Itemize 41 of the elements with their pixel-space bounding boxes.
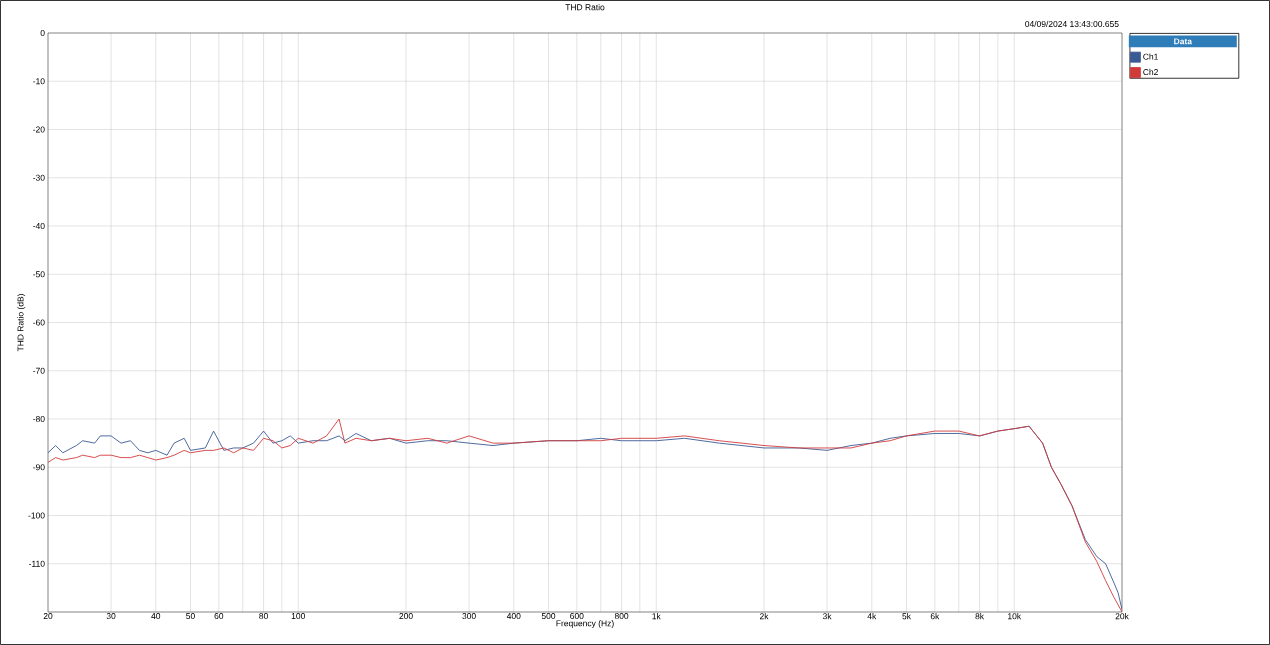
legend-label: Ch1 — [1143, 53, 1158, 60]
x-tick-label: 300 — [462, 613, 476, 620]
chart-title: THD Ratio — [565, 4, 605, 11]
x-tick-label: 20k — [1115, 613, 1129, 620]
x-tick-label: 40 — [151, 613, 161, 620]
x-tick-label: 3k — [822, 613, 832, 620]
legend-title: Data — [1174, 38, 1193, 45]
x-tick-label: 5k — [902, 613, 911, 620]
x-tick-label: 10k — [1008, 613, 1022, 620]
x-tick-label: 100 — [291, 613, 305, 620]
x-tick-label: 2k — [759, 613, 769, 620]
x-tick-label: 6k — [930, 613, 940, 620]
y-tick-label: -20 — [33, 126, 45, 133]
x-tick-label: 1k — [652, 613, 661, 620]
y-tick-label: -30 — [33, 174, 45, 181]
x-tick-label: 8k — [975, 613, 985, 620]
x-tick-label: 500 — [541, 613, 556, 620]
y-tick-label: -90 — [33, 464, 45, 471]
y-tick-label: -70 — [33, 367, 45, 374]
x-tick-label: 600 — [570, 613, 584, 620]
x-tick-label: 800 — [614, 613, 629, 620]
x-tick-label: 200 — [399, 613, 413, 620]
y-tick-label: -80 — [33, 416, 45, 422]
y-axis-title: THD Ratio (dB) — [17, 294, 26, 352]
y-tick-label: -40 — [33, 223, 45, 229]
x-tick-label: 20 — [43, 613, 53, 620]
y-tick-label: 0 — [40, 30, 45, 36]
y-tick-label: -10 — [33, 78, 45, 85]
legend-label: Ch2 — [1143, 68, 1158, 76]
y-tick-label: -60 — [33, 319, 45, 326]
y-tick-label: -50 — [33, 271, 45, 278]
y-tick-label: -100 — [28, 512, 45, 519]
x-tick-label: 30 — [106, 613, 116, 620]
x-tick-label: 4k — [867, 613, 877, 620]
y-tick-label: -110 — [29, 560, 45, 567]
x-tick-label: 80 — [259, 613, 268, 620]
x-tick-label: 60 — [214, 613, 224, 620]
text: 04/09/2024 13:43:00.655 — [1025, 20, 1119, 27]
x-tick-label: 400 — [506, 613, 521, 620]
x-tick-label: 50 — [186, 613, 195, 620]
x-axis-title: Frequency (Hz) — [556, 620, 614, 628]
